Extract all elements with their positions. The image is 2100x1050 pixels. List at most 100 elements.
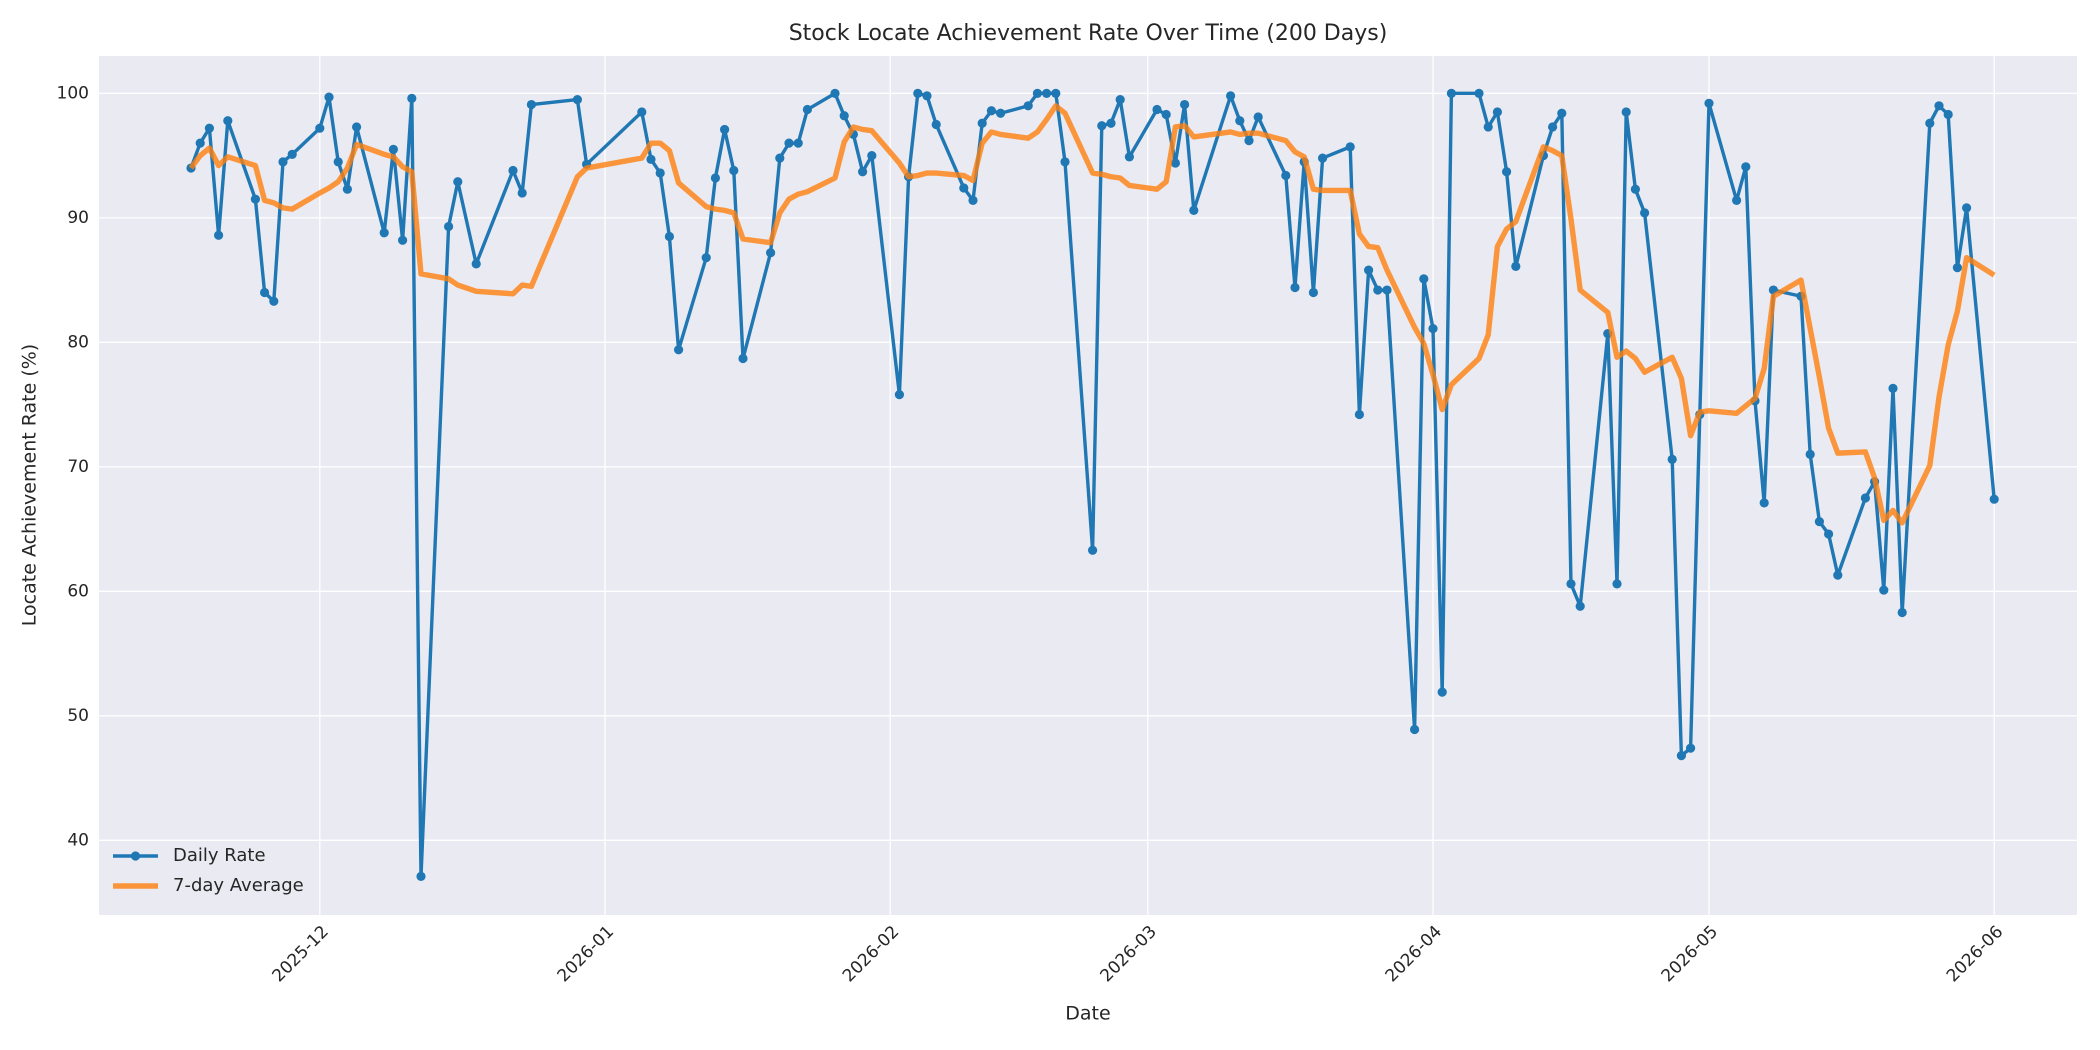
data-point [1759, 498, 1769, 508]
data-point [637, 107, 647, 117]
data-point [1419, 274, 1429, 284]
data-point [1235, 116, 1245, 126]
x-tick-label: 2026-06 [1943, 922, 2007, 986]
data-point [1548, 122, 1558, 132]
data-point [1667, 454, 1677, 464]
data-point [1032, 88, 1042, 98]
data-point [1925, 118, 1935, 128]
y-tick-label: 70 [67, 457, 89, 477]
data-point [1308, 287, 1318, 298]
data-point [1805, 449, 1815, 459]
series-line [188, 103, 1996, 526]
data-point [416, 871, 426, 882]
data-point [1382, 285, 1392, 295]
x-axis-label: Date [1065, 1003, 1110, 1025]
data-point [315, 123, 325, 133]
data-point [1042, 88, 1052, 98]
data-point [1704, 98, 1714, 108]
data-point [1557, 108, 1567, 118]
data-point [1814, 517, 1824, 527]
data-point [1060, 157, 1070, 167]
legend-marker [130, 851, 141, 861]
data-point [572, 94, 583, 105]
data-point [830, 88, 840, 98]
data-point [1511, 261, 1521, 271]
data-point [1115, 94, 1125, 105]
data-point [333, 157, 343, 167]
legend-label: 7-day Average [173, 875, 304, 896]
data-point [1741, 162, 1751, 172]
data-point [1437, 687, 1447, 697]
data-point [968, 195, 978, 206]
data-point [1152, 104, 1162, 115]
data-point [738, 353, 748, 364]
data-point [1106, 118, 1116, 128]
legend-label: Daily Rate [173, 845, 266, 866]
data-point [223, 116, 233, 126]
data-point [324, 92, 334, 102]
data-point [1621, 107, 1631, 117]
data-point [766, 248, 776, 258]
data-point [1318, 153, 1328, 163]
data-point [1161, 109, 1171, 120]
data-point [959, 183, 969, 193]
data-point [931, 119, 941, 130]
y-tick-label: 40 [67, 830, 89, 850]
x-tick-label: 2025-12 [269, 922, 333, 986]
data-point [1088, 545, 1098, 555]
data-point [1051, 88, 1061, 98]
data-point [775, 153, 785, 163]
data-point [1345, 142, 1355, 152]
data-point [526, 99, 537, 110]
data-point [701, 253, 711, 263]
y-tick-label: 90 [67, 208, 89, 228]
data-point [1989, 494, 1999, 504]
data-point [1097, 121, 1107, 131]
data-point [1446, 88, 1456, 98]
data-point [1290, 282, 1300, 293]
data-point [674, 345, 684, 355]
marks [186, 88, 1999, 882]
data-point [1566, 579, 1576, 589]
data-point [1833, 570, 1843, 580]
y-axis-label: Locate Achievement Rate (%) [19, 344, 41, 626]
data-point [1474, 88, 1484, 98]
data-point [1640, 208, 1650, 218]
data-point [1428, 324, 1438, 334]
data-point [793, 138, 803, 148]
data-point [1879, 585, 1889, 595]
y-tick-label: 50 [67, 706, 89, 726]
x-tick-label: 2026-03 [1097, 922, 1161, 986]
data-point [1952, 263, 1962, 273]
data-point [453, 177, 463, 187]
data-point [1686, 743, 1696, 753]
data-point [1860, 493, 1870, 503]
data-point [1492, 107, 1502, 117]
data-point [664, 231, 675, 242]
data-point [1934, 101, 1944, 111]
data-point [655, 168, 665, 178]
data-point [1253, 112, 1263, 122]
data-point [839, 111, 849, 121]
data-point [260, 287, 270, 298]
data-point [444, 221, 454, 232]
data-point [1354, 409, 1364, 420]
data-point [996, 108, 1006, 118]
data-point [1732, 195, 1742, 206]
data-point [1281, 170, 1291, 181]
data-point [858, 167, 868, 177]
data-point [1189, 205, 1199, 215]
data-point [867, 150, 877, 161]
x-tick-label: 2026-04 [1382, 922, 1446, 986]
y-tick-label: 80 [67, 332, 89, 352]
y-tick-label: 60 [67, 581, 89, 601]
data-point [269, 296, 279, 306]
data-point [1364, 265, 1374, 275]
data-point [1612, 579, 1622, 589]
data-point [278, 157, 288, 167]
data-point [710, 173, 721, 183]
data-point [398, 235, 408, 245]
data-point [1630, 184, 1640, 194]
data-point [1824, 529, 1834, 539]
data-point [407, 93, 417, 103]
